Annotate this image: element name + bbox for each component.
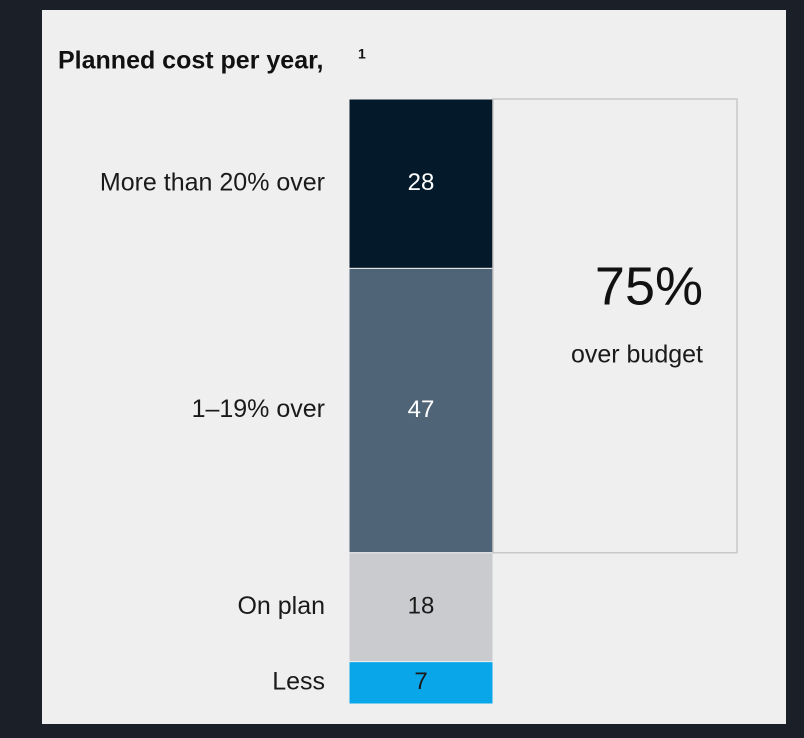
annotation-text: over budget xyxy=(571,341,703,369)
value-label: 18 xyxy=(408,593,435,620)
value-label: 7 xyxy=(414,668,427,695)
category-label: More than 20% over xyxy=(100,168,325,196)
annotation-box xyxy=(492,98,738,554)
bar-segment xyxy=(348,552,494,663)
category-label: On plan xyxy=(237,592,325,620)
bar-segment xyxy=(348,661,494,705)
category-label: Less xyxy=(272,667,325,695)
annotation-value: 75% xyxy=(595,256,703,316)
value-label: 47 xyxy=(408,396,435,423)
category-label: 1–19% over xyxy=(192,395,325,423)
chart-title: Planned cost per year, xyxy=(58,47,323,75)
title-footnote: 1 xyxy=(358,46,366,62)
value-label: 28 xyxy=(408,169,435,196)
